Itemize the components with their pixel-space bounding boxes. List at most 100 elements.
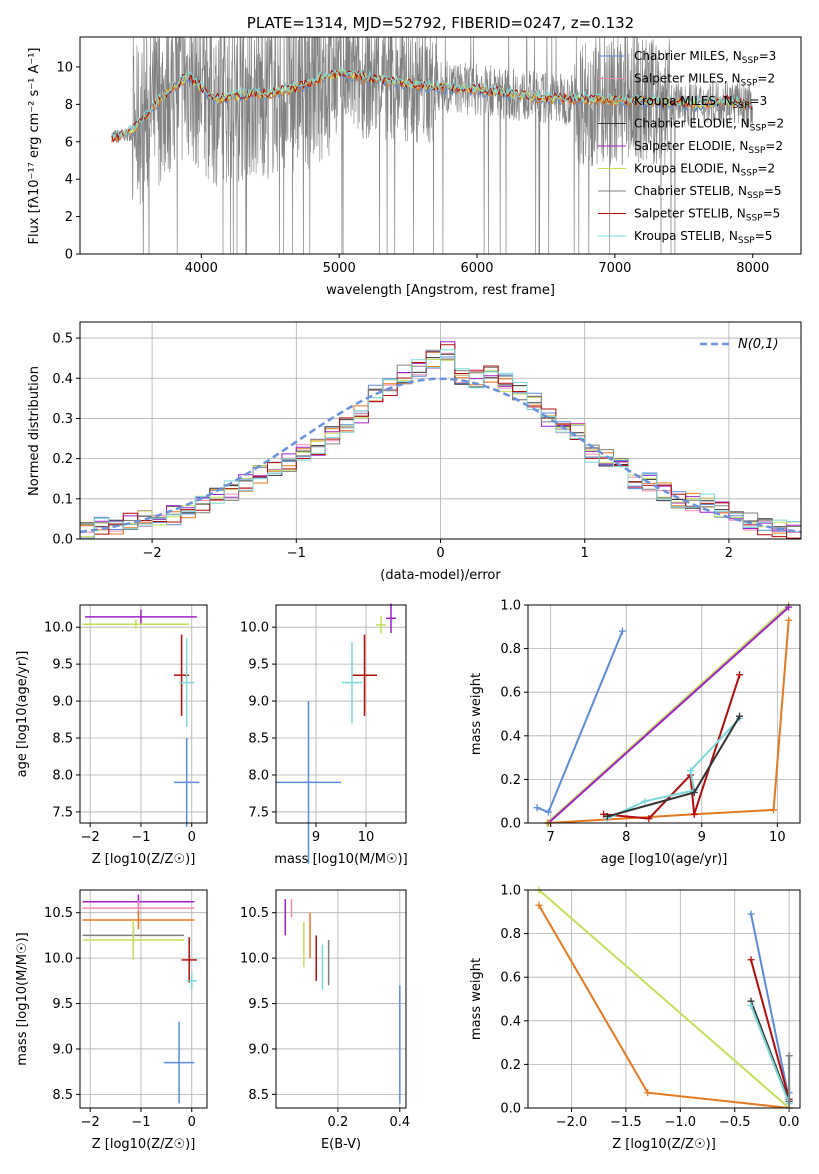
- hist-ytick-label: 0.3: [52, 412, 73, 427]
- weight-z-series-line: [750, 913, 791, 1100]
- age-mass-xlabel: mass [log10(M/M☉)]: [274, 852, 407, 867]
- age-z-xtick-label: −1: [131, 830, 150, 845]
- age-z-frame: [79, 604, 208, 824]
- spectrum-xtick-label: 6000: [460, 261, 493, 276]
- spectrum-xtick-label: 8000: [736, 261, 769, 276]
- age-z-ytick-label: 8.5: [52, 732, 73, 747]
- spectrum-model-kroupa_stelib: [111, 66, 753, 140]
- legend-label: Kroupa MILES, NSSP=3: [634, 94, 767, 111]
- weight-z-series-line: [538, 890, 790, 1108]
- mass-ebv-ytick-label: 10.5: [240, 906, 269, 921]
- weight-z-point: [747, 956, 755, 964]
- weight-age-series-line: [546, 605, 790, 823]
- weight-age-point: [770, 806, 778, 814]
- weight-age-series-line: [607, 715, 741, 818]
- spectrum-ytick-label: 8: [65, 98, 73, 113]
- mass-ebv-ytick-label: 8.5: [248, 1088, 269, 1103]
- weight-z-ylabel: mass weight: [469, 958, 484, 1040]
- hist-ytick-label: 0.0: [52, 533, 73, 548]
- weight-z-xtick-label: 0.0: [779, 1115, 800, 1130]
- weight-z-point: [644, 1089, 652, 1097]
- weight-z-series-line: [750, 1005, 791, 1104]
- mass-ebv-xtick-label: 0.4: [389, 1115, 410, 1130]
- weight-age-point: [544, 808, 552, 816]
- weight-age-xtick-label: 8: [622, 830, 630, 845]
- mass-ebv-ytick-label: 10.0: [240, 952, 269, 967]
- weight-z-xtick-label: −1.5: [610, 1115, 642, 1130]
- age-mass-ytick-label: 8.0: [248, 768, 269, 783]
- weight-age-ylabel: mass weight: [469, 673, 484, 755]
- age-mass-ytick-label: 9.0: [248, 695, 269, 710]
- age-z-xtick-label: 0: [188, 830, 196, 845]
- hist-ylabel: Normed distribution: [27, 366, 42, 496]
- age-mass-ytick-label: 7.5: [248, 805, 269, 820]
- weight-z-point: [785, 1052, 793, 1060]
- mass-z-xtick-label: −2: [81, 1115, 100, 1130]
- weight-age-series-line: [603, 674, 741, 820]
- weight-age-xlabel: age [log10(age/yr)]: [601, 852, 728, 867]
- mass-ebv-xtick-label: 0.2: [328, 1115, 349, 1130]
- weight-z-ytick-label: 0.0: [500, 1102, 521, 1117]
- hist-xtick-label: −1: [287, 546, 306, 561]
- weight-age-point: [645, 815, 653, 823]
- mass-z-ytick-label: 10.5: [44, 906, 73, 921]
- age-z-ytick-label: 9.0: [52, 695, 73, 710]
- weight-z-point: [747, 910, 755, 918]
- weight-age-point: [686, 767, 694, 775]
- legend-label: Chabrier MILES, NSSP=3: [634, 49, 776, 66]
- hist-ytick-label: 0.2: [52, 452, 73, 467]
- spectrum-data-line: [111, 37, 753, 254]
- weight-age-point: [641, 797, 649, 805]
- spectrum-model-kroupa_elodie: [111, 68, 753, 142]
- mass-z-xtick-label: 0: [188, 1115, 196, 1130]
- mass-z-xlabel: Z [log10(Z/Z☉)]: [92, 1137, 196, 1152]
- normal-curve: [80, 377, 801, 534]
- age-z-ylabel: age [log10(age/yr)]: [15, 651, 30, 778]
- hist-ytick-label: 0.4: [52, 372, 73, 387]
- weight-z-ytick-label: 0.4: [500, 1014, 521, 1029]
- weight-age-xtick-label: 10: [769, 830, 786, 845]
- spectrum-frame: [79, 36, 802, 255]
- hist-xtick-label: 1: [581, 546, 589, 561]
- legend-label: Salpeter MILES, NSSP=2: [634, 72, 775, 89]
- weight-age-point: [736, 671, 744, 679]
- weight-age-point: [785, 616, 793, 624]
- age-mass-ytick-label: 9.5: [248, 658, 269, 673]
- weight-age-xtick-label: 7: [547, 830, 555, 845]
- spectrum-ytick-label: 0: [65, 248, 73, 263]
- mass-z-ylabel: mass [log10(M/M☉)]: [15, 932, 30, 1065]
- weight-age-frame: [527, 604, 801, 824]
- spectrum-ytick-label: 6: [65, 135, 73, 150]
- weight-z-point: [747, 1002, 755, 1010]
- weight-age-point: [603, 812, 611, 820]
- mass-z-ytick-label: 10.0: [44, 952, 73, 967]
- weight-age-point: [690, 810, 698, 818]
- weight-age-ytick-label: 0.6: [500, 686, 521, 701]
- weight-age-ytick-label: 0.4: [500, 729, 521, 744]
- mass-ebv-xlabel: E(B-V): [321, 1137, 361, 1152]
- age-mass-frame: [275, 604, 407, 824]
- hist-xtick-label: 0: [436, 546, 444, 561]
- mass-z-ytick-label: 9.5: [52, 997, 73, 1012]
- spectrum-ytick-label: 4: [65, 173, 73, 188]
- age-z-ytick-label: 9.5: [52, 658, 73, 673]
- weight-age-point: [736, 712, 744, 720]
- hist-ytick-label: 0.5: [52, 332, 73, 347]
- age-mass-ytick-label: 10.0: [240, 621, 269, 636]
- spectrum-xtick-label: 5000: [323, 261, 356, 276]
- chart-title: PLATE=1314, MJD=52792, FIBERID=0247, z=0…: [247, 14, 634, 32]
- mass-z-frame: [79, 889, 208, 1109]
- mass-ebv-ytick-label: 9.0: [248, 1042, 269, 1057]
- weight-z-xlabel: Z [log10(Z/Z☉)]: [612, 1137, 716, 1152]
- mass-ebv-ytick-label: 9.5: [248, 997, 269, 1012]
- weight-age-ytick-label: 0.0: [500, 817, 521, 832]
- hist-ytick-label: 0.1: [52, 492, 73, 507]
- mass-z-ytick-label: 9.0: [52, 1042, 73, 1057]
- spectrum-ytick-label: 10: [56, 60, 73, 75]
- weight-z-frame: [527, 889, 801, 1109]
- spectrum-xtick-label: 4000: [185, 261, 218, 276]
- mass-ebv-frame: [275, 889, 407, 1109]
- weight-age-point: [533, 804, 541, 812]
